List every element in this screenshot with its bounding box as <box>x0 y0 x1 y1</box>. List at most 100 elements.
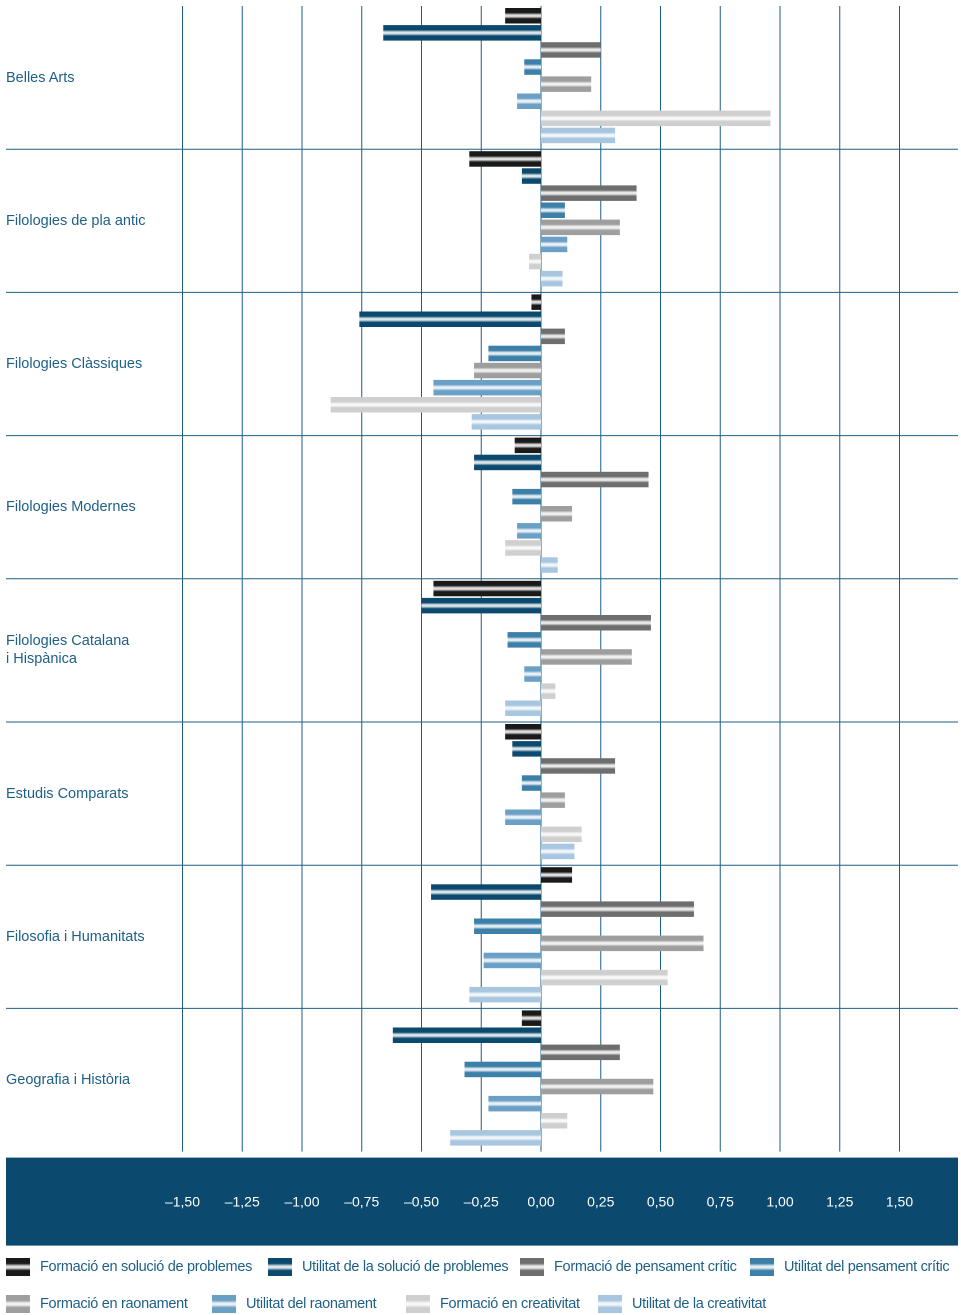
bar <box>521 775 541 791</box>
bar <box>359 311 541 327</box>
bar <box>541 758 616 774</box>
tick-label: –0,50 <box>404 1194 439 1210</box>
legend-label: Utilitat de la creativitat <box>632 1296 767 1312</box>
bar <box>488 1095 541 1112</box>
legend-item: Utilitat del pensament crític <box>750 1256 950 1278</box>
legend-item: Formació en creativitat <box>406 1293 580 1315</box>
grid <box>6 6 958 1152</box>
bar <box>330 397 541 413</box>
legend-label: Utilitat del pensament crític <box>784 1259 950 1275</box>
bar <box>541 1078 654 1095</box>
tick-label: –0,25 <box>464 1194 499 1210</box>
bar <box>541 110 771 127</box>
legend-item: Utilitat de la creativitat <box>598 1293 766 1315</box>
bar <box>392 1027 541 1043</box>
legend-label: Formació en creativitat <box>440 1296 580 1312</box>
legend-swatch <box>598 1295 622 1313</box>
bar <box>524 59 541 75</box>
bar <box>541 649 632 665</box>
category-label: Geografia i Història <box>6 1072 131 1088</box>
bar <box>517 93 541 109</box>
legend-swatch <box>520 1258 544 1276</box>
bar <box>541 471 649 488</box>
category-label: Belles Arts <box>6 69 75 86</box>
legend-item: Formació en solució de problemes <box>6 1256 252 1278</box>
bar <box>512 488 541 505</box>
legend-item: Utilitat de la solució de problemes <box>268 1256 509 1278</box>
bar <box>474 918 541 934</box>
legend-swatch <box>406 1295 430 1313</box>
tick-label: 1,25 <box>826 1194 853 1210</box>
tick-label: 0,00 <box>527 1194 554 1210</box>
bar <box>471 414 541 430</box>
tick-label: –1,25 <box>225 1194 260 1210</box>
bar <box>433 580 541 597</box>
bar <box>514 437 541 454</box>
bar <box>469 151 541 167</box>
bar <box>529 253 541 270</box>
legend-label: Formació en solució de problemes <box>40 1259 253 1275</box>
bar <box>431 884 541 900</box>
axis-band <box>6 1157 958 1246</box>
bar <box>541 270 563 287</box>
bar <box>541 1044 620 1061</box>
category-label: Filologies de pla antic <box>6 212 146 229</box>
bar <box>505 809 541 825</box>
legend-swatch <box>750 1258 774 1276</box>
legend-label: Formació de pensament crític <box>554 1259 737 1275</box>
tick-label: 1,50 <box>886 1194 913 1210</box>
bar <box>421 597 541 614</box>
legend-item: Formació en raonament <box>6 1293 188 1315</box>
legend-label: Utilitat del raonament <box>246 1296 377 1312</box>
bar <box>505 724 541 740</box>
bar <box>541 202 565 218</box>
bar <box>541 185 637 201</box>
legend-swatch <box>6 1295 30 1313</box>
tick-label: –0,75 <box>344 1194 379 1210</box>
tick-label: 0,75 <box>707 1194 734 1210</box>
bar <box>541 935 704 952</box>
bar <box>512 741 541 757</box>
bar <box>541 557 558 573</box>
tick-label: 0,50 <box>647 1194 674 1210</box>
legend-item: Utilitat del raonament <box>212 1293 377 1315</box>
legend-item: Formació de pensament crític <box>520 1256 737 1278</box>
category-label: Filosofia i Humanitats <box>6 928 145 945</box>
bar <box>541 683 556 699</box>
bar <box>541 219 620 236</box>
bar <box>469 986 541 1003</box>
bar <box>507 632 541 648</box>
bar <box>541 901 694 917</box>
category-label: Filologies Catalana i Hispànica <box>6 633 130 668</box>
bar <box>541 76 592 92</box>
bar <box>541 969 668 986</box>
bar <box>521 1010 541 1026</box>
legend-label: Formació en raonament <box>40 1296 188 1312</box>
bar <box>474 454 541 471</box>
bar <box>464 1061 541 1078</box>
legend-swatch <box>212 1295 236 1313</box>
bar <box>541 506 573 522</box>
legend-swatch <box>268 1258 292 1276</box>
tick-label: –1,50 <box>165 1194 200 1210</box>
bar <box>541 1113 568 1129</box>
legend-label: Utilitat de la solució de problemes <box>302 1259 509 1275</box>
bar <box>433 379 541 396</box>
bar <box>521 168 541 184</box>
bar <box>517 523 541 539</box>
x-axis: –1,50 –1,25 –1,00 –0,75 –0,50 –0,25 0,00 0,25 0,… <box>6 1157 958 1246</box>
bar <box>541 127 616 144</box>
bar <box>450 1130 541 1146</box>
bar <box>541 867 573 883</box>
bar <box>541 843 575 860</box>
bar <box>383 25 541 41</box>
category-label: Filologies Clàssiques <box>6 356 143 372</box>
bar <box>505 700 541 716</box>
tick-label: 1,00 <box>766 1194 793 1210</box>
tick-label: –1,00 <box>284 1194 319 1210</box>
bar <box>531 294 541 310</box>
bar <box>474 362 541 379</box>
bar <box>505 540 541 556</box>
bar <box>541 42 601 58</box>
bar <box>524 666 541 682</box>
